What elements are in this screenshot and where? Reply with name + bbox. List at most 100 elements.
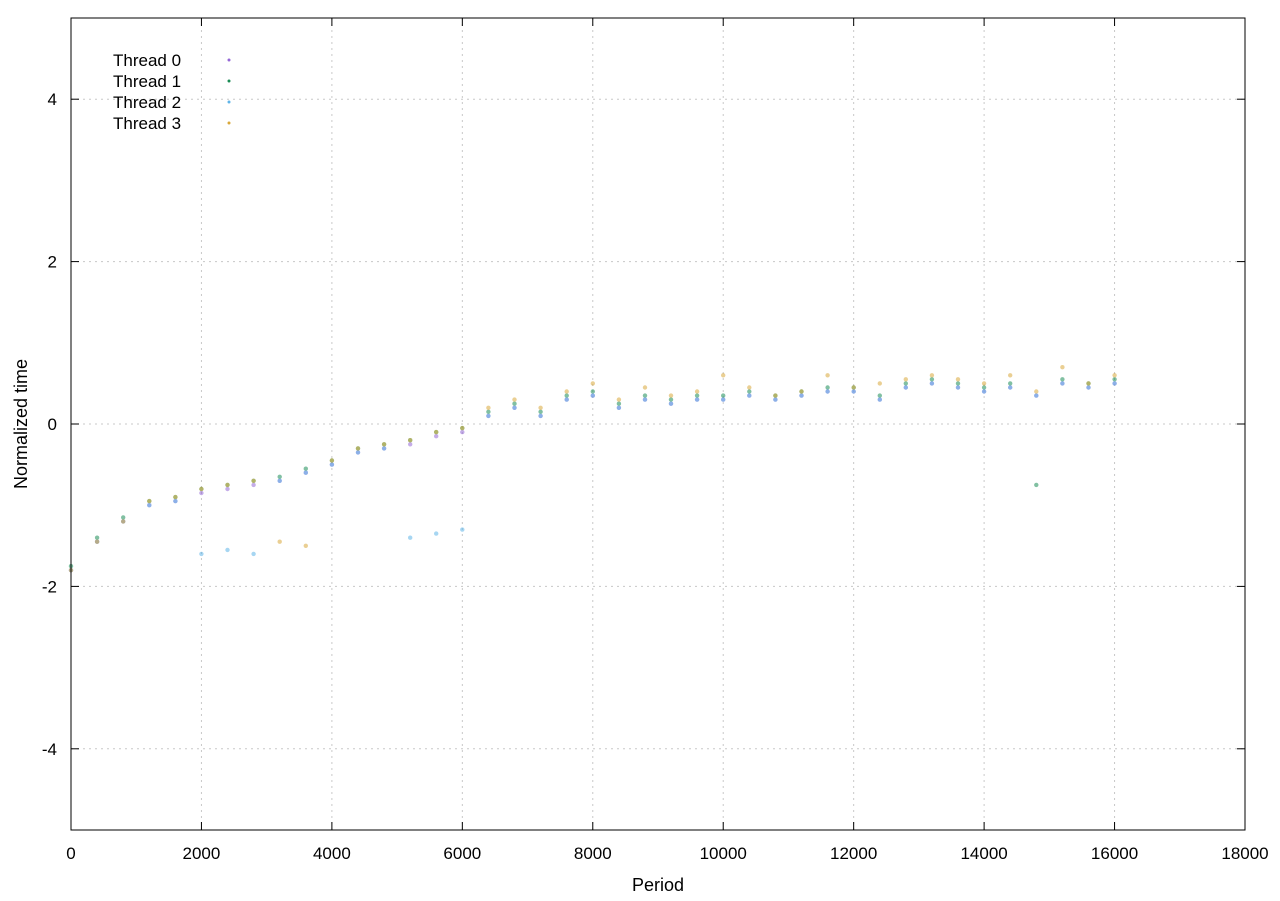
x-axis-label: Period: [632, 875, 684, 895]
data-point: [199, 490, 204, 496]
x-tick-label: 16000: [1091, 844, 1138, 863]
data-point: [1112, 377, 1117, 382]
data-point: [747, 389, 752, 394]
data-point: [1112, 381, 1117, 386]
data-point: [199, 486, 204, 492]
data-point: [877, 393, 882, 398]
data-point: [94, 535, 100, 540]
data-point: [199, 551, 204, 557]
data-point: [981, 385, 987, 390]
axis-ticks: [70, 18, 1246, 830]
data-point: [1086, 381, 1091, 386]
x-tick-label: 12000: [830, 844, 877, 863]
data-point: [277, 539, 282, 544]
data-point: [877, 381, 882, 386]
data-point: [303, 466, 308, 471]
data-point: [1060, 377, 1065, 382]
data-point: [329, 462, 335, 467]
x-tick-label: 0: [66, 844, 75, 863]
x-tick-label: 2000: [183, 844, 221, 863]
data-point: [1086, 385, 1091, 390]
data-point: [851, 389, 856, 394]
data-point: [434, 429, 439, 435]
data-point: [981, 389, 987, 394]
legend-marker: [227, 58, 231, 62]
data-point: [94, 539, 100, 544]
data-point: [303, 543, 308, 548]
legend-label: Thread 3: [113, 114, 181, 133]
data-point: [903, 385, 908, 390]
legend-label: Thread 0: [113, 51, 181, 70]
data-point: [564, 397, 569, 402]
data-point: [721, 373, 726, 378]
data-point: [929, 381, 935, 386]
data-point: [825, 389, 830, 394]
legend-label: Thread 2: [113, 93, 181, 112]
data-point: [668, 401, 674, 406]
data-point: [1008, 381, 1013, 386]
data-point: [877, 397, 882, 402]
data-point: [616, 401, 622, 406]
legend-marker: [227, 100, 231, 104]
data-point: [173, 498, 178, 504]
data-point: [642, 393, 648, 398]
y-tick-labels: -4 -2 0 2 4: [42, 90, 57, 759]
data-point: [747, 385, 752, 390]
y-tick-label: 4: [48, 90, 57, 109]
x-tick-label: 18000: [1221, 844, 1268, 863]
data-point: [929, 377, 935, 382]
data-point: [590, 389, 595, 394]
legend-label: Thread 1: [113, 72, 181, 91]
data-point: [486, 405, 491, 410]
data-point: [564, 389, 569, 394]
data-point: [355, 450, 361, 455]
data-point: [1034, 389, 1039, 394]
data-point: [668, 397, 674, 402]
data-point: [799, 389, 804, 394]
y-tick-label: 2: [48, 253, 57, 272]
data-point: [251, 482, 256, 488]
data-point: [694, 393, 700, 398]
data-point: [277, 478, 282, 483]
data-point: [955, 381, 961, 386]
data-point: [225, 547, 230, 553]
data-point: [355, 446, 361, 451]
data-point: [538, 409, 543, 414]
legend-marker: [227, 121, 231, 125]
grid-lines: [71, 18, 1245, 830]
data-point: [668, 393, 674, 398]
data-point: [642, 397, 648, 402]
data-point: [408, 442, 413, 447]
y-tick-label: -4: [42, 740, 57, 759]
data-point: [773, 397, 778, 402]
data-point: [1060, 365, 1065, 370]
x-tick-label: 8000: [574, 844, 612, 863]
data-point: [616, 397, 622, 402]
data-point: [121, 515, 126, 520]
data-point: [381, 446, 387, 451]
data-point: [538, 413, 543, 419]
data-point: [929, 373, 935, 378]
data-point: [851, 385, 856, 390]
data-point: [225, 486, 230, 492]
data-point: [512, 401, 517, 406]
series-3-points: [68, 365, 1117, 573]
data-point: [147, 498, 152, 504]
data-point: [903, 377, 908, 382]
data-point: [1060, 381, 1065, 386]
series-1-points: [68, 377, 1117, 569]
x-tick-labels: 0 2000 4000 6000 8000 10000 12000 14000 16000 180…: [66, 844, 1268, 863]
x-tick-label: 6000: [443, 844, 481, 863]
data-point: [1034, 393, 1039, 398]
x-tick-label: 14000: [960, 844, 1007, 863]
data-point: [955, 385, 961, 390]
data-point: [173, 494, 178, 500]
legend: Thread 0 Thread 1 Thread 2 Thread 3: [113, 51, 231, 133]
data-point: [147, 503, 152, 508]
y-axis-label: Normalized time: [11, 359, 31, 489]
data-point: [486, 409, 491, 414]
data-point: [408, 438, 413, 443]
data-point: [799, 393, 804, 398]
data-point: [486, 413, 491, 419]
